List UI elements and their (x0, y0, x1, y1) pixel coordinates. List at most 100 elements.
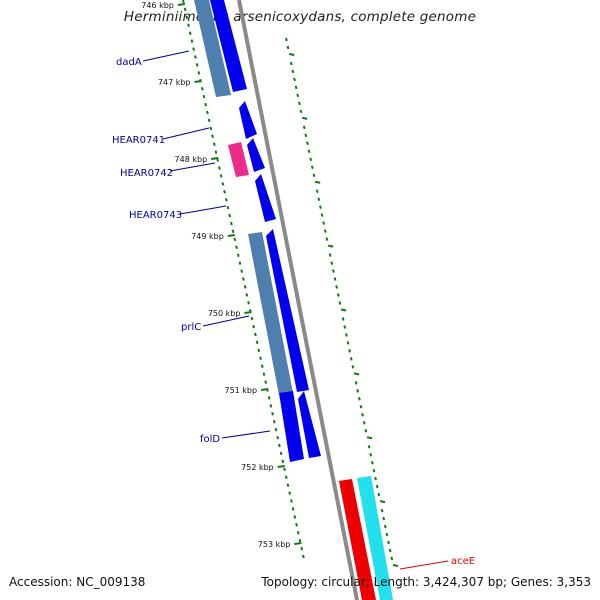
minor-tick-left (195, 63, 199, 67)
major-tick-mark (227, 234, 235, 237)
feature-aceE-red[interactable] (339, 479, 376, 600)
minor-tick-left (267, 396, 271, 400)
label-HEAR0741[interactable]: HEAR0741 (112, 127, 210, 146)
minor-tick-left (259, 356, 262, 361)
minor-tick-left (274, 427, 278, 432)
minor-tick-left (281, 459, 285, 464)
label-HEAR0743[interactable]: HEAR0743 (129, 205, 227, 221)
minor-tick-right (289, 52, 295, 56)
cds-HEAR0742[interactable] (247, 138, 265, 172)
major-tick-mark (211, 157, 219, 160)
feature-aceE-cyan[interactable] (357, 476, 393, 600)
major-tick-mark (244, 311, 252, 314)
minor-tick-right (379, 500, 386, 504)
minor-tick-right (338, 301, 342, 305)
minor-tick-left (295, 523, 298, 527)
leader-line-aceE (399, 560, 449, 570)
gene-label-HEAR0743: HEAR0743 (129, 210, 182, 221)
minor-ticks-right (285, 37, 399, 567)
minor-tick-right (332, 269, 335, 273)
minor-tick-right (320, 213, 324, 217)
cds-HEAR0741[interactable] (239, 101, 257, 139)
kbp-tick-label: 752 kbp (241, 463, 274, 472)
minor-tick-left (245, 293, 249, 297)
major-tick-mark (194, 80, 202, 83)
label-dadA[interactable]: dadA (116, 50, 190, 68)
minor-tick-right (343, 325, 347, 329)
minor-tick-left (202, 94, 206, 99)
minor-tick-left (254, 332, 257, 337)
minor-tick-right (341, 317, 345, 321)
major-tick-mark (294, 542, 302, 545)
label-prlC[interactable]: prlC (181, 315, 250, 333)
minor-tick-right (294, 85, 298, 90)
minor-tick-left (252, 324, 256, 329)
minor-tick-left (291, 507, 295, 511)
minor-tick-right (380, 508, 384, 513)
minor-tick-right (382, 516, 386, 521)
kbp-tick-label: 748 kbp (175, 155, 208, 164)
minor-tick-left (211, 134, 214, 139)
minor-tick-right (291, 69, 295, 74)
minor-tick-left (226, 205, 230, 210)
minor-tick-right (293, 77, 296, 82)
minor-tick-right (367, 444, 371, 449)
pseudo-gene-HEAR0742[interactable] (228, 142, 249, 177)
minor-tick-left (230, 221, 233, 226)
label-HEAR0742[interactable]: HEAR0742 (120, 162, 216, 179)
minor-tick-right (362, 421, 366, 425)
kbp-tick-label: 746 kbp (141, 1, 174, 10)
minor-tick-right (346, 341, 350, 345)
minor-tick-left (200, 86, 204, 91)
cds-folD-b[interactable] (298, 391, 321, 458)
minor-tick-left (190, 39, 194, 43)
minor-tick-left (279, 451, 283, 456)
gene-bar-prlC[interactable] (248, 232, 293, 395)
kbp-tick-label: 749 kbp (191, 232, 224, 241)
minor-tick-left (247, 301, 250, 305)
label-aceE[interactable]: aceE (399, 556, 475, 570)
minor-tick-right (354, 381, 358, 385)
gene-label-HEAR0741: HEAR0741 (112, 135, 165, 146)
minor-tick-left (262, 372, 266, 376)
minor-tick-left (235, 245, 238, 250)
leader-line-dadA (142, 50, 190, 62)
minor-tick-right (392, 564, 399, 567)
minor-tick-left (288, 491, 292, 495)
leader-line-HEAR0742 (169, 162, 216, 172)
cds-dadA[interactable] (210, 0, 247, 92)
minor-tick-right (304, 133, 308, 138)
minor-tick-left (206, 110, 209, 115)
minor-tick-right (345, 333, 348, 337)
minor-tick-left (278, 443, 281, 448)
kbp-tick-label: 751 kbp (224, 386, 257, 395)
minor-tick-right (299, 109, 303, 114)
minor-tick-left (293, 515, 297, 519)
gene-label-aceE: aceE (451, 556, 475, 567)
leader-line-HEAR0741 (162, 127, 210, 140)
minor-tick-right (312, 173, 316, 178)
minor-tick-right (322, 221, 326, 225)
minor-tick-right (286, 45, 290, 50)
minor-tick-left (197, 71, 201, 75)
cds-HEAR0743[interactable] (255, 174, 276, 222)
minor-tick-left (269, 404, 273, 408)
label-folD[interactable]: folD (200, 430, 271, 445)
minor-tick-right (307, 149, 311, 154)
minor-tick-right (315, 189, 319, 193)
minor-tick-left (223, 190, 226, 194)
minor-tick-right (383, 524, 387, 529)
minor-tick-left (250, 316, 254, 321)
major-ticks: 746 kbp 747 kbp 748 kbp 749 kbp 750 kbp 751 k… (141, 1, 302, 549)
minor-tick-right (309, 157, 313, 162)
cds-prlC[interactable] (266, 229, 309, 392)
gene-label-dadA: dadA (116, 57, 142, 68)
minor-tick-left (212, 142, 216, 146)
minor-tick-left (204, 102, 208, 107)
gene-bar-dadA[interactable] (194, 0, 231, 97)
minor-tick-left (240, 269, 244, 273)
minor-tick-left (188, 31, 192, 35)
minor-tick-right (289, 61, 293, 66)
cds-folD-a[interactable] (279, 391, 304, 462)
